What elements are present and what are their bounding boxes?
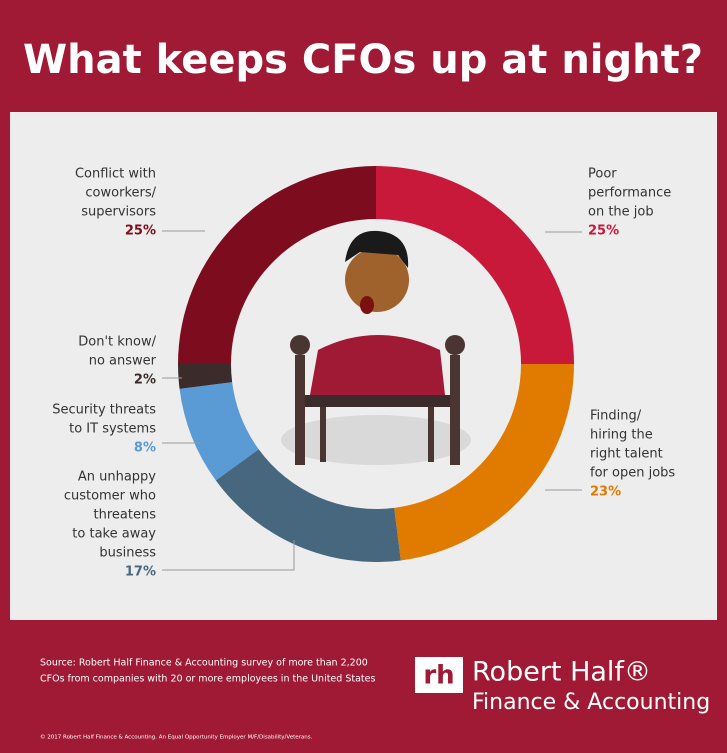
value-label: 17%: [125, 565, 156, 580]
source-line: Source: Robert Half Finance & Accounting…: [40, 658, 368, 669]
category-label: supervisors: [81, 205, 156, 220]
category-label: customer who: [64, 489, 156, 504]
category-label: performance: [588, 186, 671, 201]
category-label: coworkers/: [85, 186, 156, 201]
value-label: 25%: [588, 224, 619, 239]
category-label: hiring the: [590, 428, 653, 443]
illustration: [281, 230, 471, 465]
donut-segment: [394, 364, 574, 561]
category-label: for open jobs: [590, 466, 675, 481]
donut-segment: [215, 449, 401, 563]
source-line: CFOs from companies with 20 or more empl…: [40, 674, 375, 685]
value-label: 8%: [134, 441, 156, 456]
donut-segment: [179, 382, 259, 481]
value-label: 25%: [125, 224, 156, 239]
category-label: threatens: [94, 508, 157, 523]
logo-mark: rh: [423, 661, 454, 691]
value-label: 2%: [134, 373, 156, 388]
logo-name: Robert Half®: [472, 657, 651, 688]
category-label: to IT systems: [69, 422, 156, 437]
labels: Poor performance on the job 25% Finding/hiri…: [52, 167, 675, 580]
value-label: 23%: [590, 485, 621, 500]
category-label: Conflict with: [75, 167, 156, 182]
donut: [178, 166, 574, 563]
donut-segment: [178, 364, 233, 389]
category-label: on the job: [588, 205, 654, 220]
leader-line: [162, 540, 295, 571]
category-label: Security threats: [52, 403, 156, 418]
donut-segment: [178, 166, 376, 364]
logo-box: [415, 657, 463, 693]
category-label: Poor: [588, 167, 617, 182]
category-label: Don't know/: [78, 335, 156, 350]
category-label: no answer: [89, 354, 157, 369]
category-label: Finding/: [590, 409, 642, 424]
category-label: right talent: [590, 447, 663, 462]
copyright: © 2017 Robert Half Finance & Accounting.…: [40, 734, 313, 741]
chart-title: What keeps CFOs up at night?: [23, 37, 703, 83]
category-label: business: [99, 546, 156, 561]
donut-segment: [376, 166, 574, 364]
logo-sub: Finance & Accounting: [472, 690, 710, 715]
category-label: to take away: [72, 527, 156, 542]
category-label: An unhappy: [78, 470, 156, 485]
